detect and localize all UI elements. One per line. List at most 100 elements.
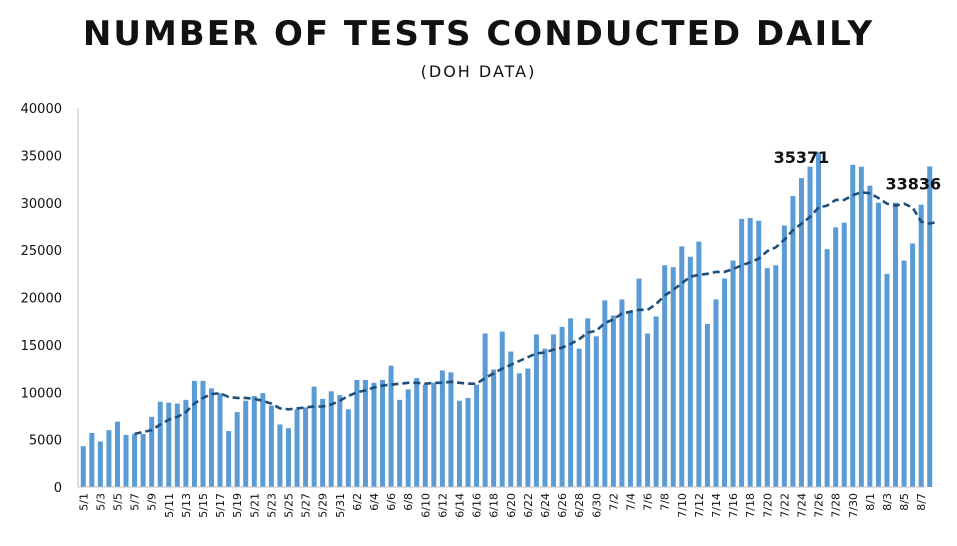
bar [414,378,420,487]
x-tick-label: 5/13 [180,493,193,518]
bar [123,434,129,487]
bar [713,299,719,487]
x-tick-label: 7/26 [813,493,826,518]
chart-title: NUMBER OF TESTS CONDUCTED DAILY [82,14,875,54]
bar [722,278,728,487]
data-label: 33836 [886,175,942,194]
x-tick-label: 5/25 [282,493,295,518]
bar [149,416,155,487]
bar [234,412,240,487]
bar [568,318,574,487]
x-tick-label: 6/10 [419,493,432,518]
x-tick-label: 8/5 [898,493,911,511]
x-tick-label: 5/27 [300,493,313,518]
bar [551,334,557,487]
y-tick-label: 25000 [21,244,62,259]
x-tick-label: 7/6 [642,493,655,511]
bar [465,397,471,487]
x-tick-label: 6/22 [522,493,535,518]
x-tick-label: 6/4 [368,493,381,511]
bar-series [80,151,933,488]
bar [533,334,539,487]
x-tick-label: 7/24 [795,493,808,518]
bar [833,227,839,487]
bar [328,391,334,487]
moving-average-line [134,191,939,436]
bar [627,311,633,487]
bar [285,428,291,487]
bar [106,430,112,487]
x-tick-label: 7/4 [624,493,637,511]
x-tick-label: 7/28 [830,493,843,518]
moving-average-series [134,191,939,436]
x-tick-label: 8/3 [881,493,894,511]
bar [653,316,659,487]
bar [422,384,428,487]
bar [209,388,215,487]
x-tick-label: 6/18 [488,493,501,518]
x-axis: 5/1 5/3 5/5 5/7 5/9 5/11 5/13 5/15 5/17 5/19 5/21 5… [77,486,928,518]
x-tick-label: 6/26 [556,493,569,518]
bar [311,386,317,487]
bar [645,333,651,487]
x-tick-label: 6/14 [453,493,466,518]
bar [747,217,753,487]
x-tick-label: 5/19 [231,493,244,518]
x-tick-label: 7/16 [727,493,740,518]
bar [516,373,522,487]
bar [345,409,351,487]
bar [901,260,907,487]
bar [559,326,565,487]
x-tick-label: 5/29 [317,493,330,518]
bar [867,185,873,487]
x-tick-label: 5/23 [265,493,278,518]
bar [499,331,505,487]
bar [850,164,856,487]
bar [405,389,411,487]
bar [183,399,189,487]
x-tick-label: 7/20 [761,493,774,518]
y-tick-label: 35000 [21,149,62,164]
y-tick-label: 20000 [21,292,62,307]
x-tick-label: 7/2 [607,493,620,511]
bar [200,380,206,487]
x-tick-label: 6/12 [436,493,449,518]
bar [362,379,368,487]
x-tick-label: 6/28 [573,493,586,518]
bar [602,300,608,487]
x-tick-label: 5/7 [129,493,142,511]
x-tick-label: 8/1 [864,493,877,511]
bar [781,225,787,488]
y-tick-label: 0 [54,481,62,496]
bar [927,166,933,487]
bar [790,196,796,487]
bar [508,351,514,487]
x-tick-label: 5/31 [334,493,347,518]
x-tick-label: 7/30 [847,493,860,518]
bar [260,393,266,487]
x-tick-label: 5/1 [77,493,90,511]
bar [764,268,770,487]
bar [610,315,616,487]
bar [431,382,437,487]
bar [670,267,676,487]
bar [174,403,180,487]
bar [140,433,146,487]
bar [576,348,582,487]
x-tick-label: 6/20 [505,493,518,518]
x-tick-label: 5/9 [146,493,159,511]
bar [816,151,822,487]
chart-subtitle: (DOH DATA) [420,62,537,81]
bar [824,249,830,487]
bar [294,409,300,487]
x-tick-label: 7/18 [744,493,757,518]
bar [918,204,924,487]
bar [354,379,360,487]
bar [89,432,95,487]
bar [157,401,163,487]
bar [730,260,736,487]
bar [456,400,462,487]
x-tick-label: 8/7 [915,493,928,511]
x-tick-label: 7/10 [676,493,689,518]
